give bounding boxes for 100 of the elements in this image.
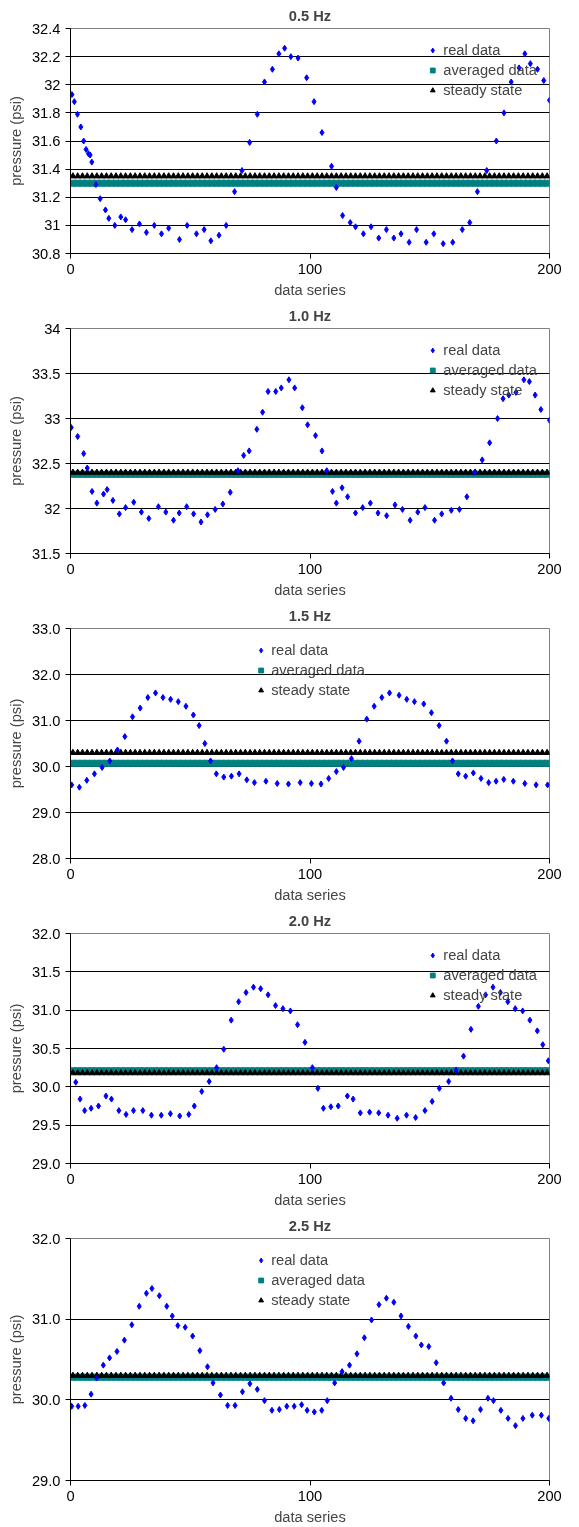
y-tick-label: 30.5 [31, 1040, 61, 1057]
point [379, 694, 385, 701]
point [190, 711, 196, 719]
point [463, 772, 469, 780]
y-tick-label: 31.5 [31, 545, 61, 562]
point [318, 780, 324, 788]
point [236, 770, 242, 778]
point [404, 695, 410, 703]
y-axis-title: pressure (psi) [7, 1314, 24, 1405]
point [455, 770, 461, 778]
point [348, 755, 354, 763]
legend-label: steady state [271, 682, 351, 698]
y-axis-title: pressure (psi) [7, 96, 24, 186]
y-tick-label: 31.0 [31, 1002, 61, 1019]
point [251, 779, 257, 787]
x-tick-label: 0 [66, 260, 75, 277]
chart-title: 2.5 Hz [288, 1217, 332, 1234]
x-tick-label: 0 [66, 1170, 75, 1187]
point [470, 769, 476, 777]
point [122, 733, 128, 741]
point [308, 780, 314, 788]
x-tick-label: 0 [66, 865, 75, 882]
y-tick-label: 33.0 [31, 620, 61, 637]
point [263, 777, 269, 785]
y-tick-label: 32.4 [31, 20, 61, 37]
y-axis-title: pressure (psi) [7, 396, 24, 486]
point [183, 702, 189, 710]
point [510, 777, 516, 785]
y-tick-label: 31.6 [31, 133, 61, 149]
point [436, 722, 442, 730]
y-tick-label: 30.8 [31, 245, 61, 262]
point [175, 698, 181, 706]
chart-title: 2.0 Hz [288, 912, 332, 929]
x-axis-title: data series [274, 1508, 346, 1525]
point [371, 702, 377, 710]
y-tick-label: 33 [44, 410, 61, 427]
x-tick-label: 100 [297, 260, 323, 277]
legend-label: real data [443, 947, 501, 963]
point [130, 713, 136, 721]
x-axis-title: data series [274, 1191, 346, 1208]
point [501, 775, 507, 783]
y-tick-label: 30.0 [31, 758, 61, 775]
y-axis-title: pressure (psi) [7, 698, 24, 789]
y-tick-label: 29.5 [31, 1117, 61, 1134]
point [228, 772, 234, 780]
y-tick-label: 29.0 [31, 804, 61, 821]
point [444, 737, 450, 745]
x-tick-label: 0 [66, 1487, 75, 1504]
chart-title: 1.0 Hz [288, 307, 332, 324]
x-tick-label: 100 [297, 1170, 323, 1187]
point [153, 689, 159, 697]
point [522, 780, 528, 788]
legend-label: steady state [443, 382, 523, 398]
x-tick-label: 100 [297, 560, 323, 577]
legend-label: averaged data [443, 967, 537, 983]
point [493, 777, 499, 785]
legend-label: real data [443, 342, 501, 358]
y-tick-label: 29.0 [31, 1472, 61, 1489]
point [76, 783, 82, 791]
point [533, 781, 539, 789]
legend-label: real data [443, 42, 501, 58]
legend-label: real data [271, 1252, 329, 1268]
x-tick-label: 200 [537, 1170, 562, 1187]
point [160, 694, 166, 701]
y-tick-label: 33.5 [31, 365, 61, 382]
y-tick-label: 28.0 [31, 850, 61, 867]
x-axis-title: data series [274, 886, 346, 903]
point [202, 740, 208, 747]
point [285, 780, 291, 788]
y-tick-label: 30.0 [31, 1391, 61, 1408]
legend-label: steady state [443, 987, 523, 1003]
x-tick-label: 100 [297, 1487, 323, 1504]
y-tick-label: 32 [44, 76, 61, 93]
point [356, 737, 362, 745]
point [213, 770, 219, 778]
point [145, 694, 151, 701]
y-tick-label: 32.2 [31, 48, 61, 65]
chart-title: 0.5 Hz [288, 7, 332, 24]
y-tick-label: 32.0 [31, 666, 61, 683]
y-tick-label: 31.5 [31, 963, 61, 980]
point [244, 776, 250, 784]
point [274, 780, 280, 788]
point [326, 774, 332, 782]
y-axis-title: pressure (psi) [7, 1003, 24, 1094]
y-tick-label: 32.5 [31, 455, 61, 472]
legend-label: steady state [271, 1292, 351, 1308]
point [196, 722, 202, 730]
y-tick-label: 32 [44, 500, 61, 517]
chart-title: 1.5 Hz [288, 607, 332, 624]
y-tick-label: 34 [44, 320, 61, 337]
x-axis-title: data series [274, 281, 346, 298]
x-tick-label: 100 [297, 865, 323, 882]
x-tick-label: 200 [537, 260, 562, 277]
legend-label: real data [271, 642, 329, 658]
x-tick-label: 200 [537, 1487, 562, 1504]
x-tick-label: 200 [537, 865, 562, 882]
y-tick-label: 31.2 [31, 189, 61, 206]
point [333, 768, 339, 776]
legend-label: averaged data [443, 62, 537, 78]
y-tick-label: 30.0 [31, 1078, 61, 1095]
